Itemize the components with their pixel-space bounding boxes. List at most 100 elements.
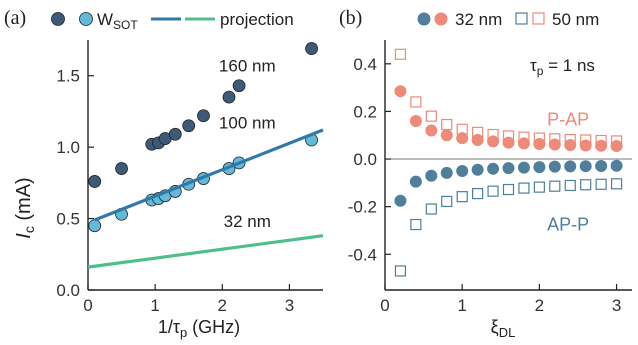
legend-b-32nm-label: 32 nm <box>455 10 502 29</box>
point-50nm_AP-P <box>610 178 623 190</box>
point-50nm_AP-P <box>456 191 468 203</box>
y-tick-label: -0.2 <box>348 198 377 217</box>
point-32nm_P-AP <box>409 114 422 127</box>
point-50nm_P-AP <box>580 134 592 146</box>
point-32nm_P-AP <box>533 138 546 151</box>
projection-line-projection_32nm <box>87 234 324 269</box>
y-tick-label: 1.5 <box>56 67 80 86</box>
x-tick-label: 2 <box>218 296 227 315</box>
legend-b: 32 nm 50 nm <box>417 10 599 29</box>
point-32nm_AP-P <box>502 162 515 175</box>
legend-b-50nm-label: 50 nm <box>552 10 599 29</box>
point-32nm_AP-P <box>610 159 623 172</box>
point-50nm_P-AP <box>472 126 484 138</box>
point-32nm_P-AP <box>471 134 484 146</box>
point-50nm_AP-P <box>487 185 499 197</box>
panel-label-a: (a) <box>4 7 26 29</box>
point-50nm_P-AP <box>610 135 623 147</box>
point-50nm_AP-P <box>533 181 545 193</box>
annotation: 32 nm <box>224 212 271 231</box>
point-dots_160nm <box>182 119 196 133</box>
point-dots_160nm <box>168 127 182 141</box>
plot-a: 0 1 2 3 0.0 0.5 1.0 1.5 160 nm 100 nm 32 nm <box>56 40 324 315</box>
point-dots_100nm <box>88 219 102 233</box>
legend-b-salmon-dot <box>434 12 448 26</box>
point-50nm_P-AP <box>595 134 607 147</box>
point-32nm_AP-P <box>440 166 453 179</box>
point-32nm_AP-P <box>409 175 422 188</box>
y-tick-label: 0.4 <box>353 55 377 74</box>
ylabel-a: Ic (mA) <box>13 177 37 238</box>
point-50nm_P-AP <box>518 131 530 143</box>
point-50nm_AP-P <box>564 179 576 192</box>
point-50nm_P-AP <box>487 128 499 141</box>
plot-b: 0 1 2 3 0.4 0.2 0.0 -0.2 -0.4 P-AP AP-P <box>348 40 632 315</box>
point-32nm_AP-P <box>487 162 500 175</box>
point-32nm_P-AP <box>548 138 561 151</box>
legend-a-wsot-label: WSOT <box>97 10 138 32</box>
point-50nm_P-AP <box>441 118 453 131</box>
annotation: P-AP <box>547 110 589 130</box>
point-50nm_AP-P <box>472 187 484 200</box>
x-tick-label: 0 <box>380 296 389 315</box>
xlabel-b: ξDL <box>491 317 516 340</box>
point-32nm_AP-P <box>595 159 608 172</box>
inset-label-b: τp = 1 ns <box>530 56 595 78</box>
point-32nm_AP-P <box>533 161 546 174</box>
point-50nm_P-AP <box>549 133 561 145</box>
legend-a-light-marker <box>79 12 93 26</box>
point-dots_160nm <box>88 175 102 188</box>
x-tick-label: 3 <box>285 296 294 315</box>
legend-a-projection-label: projection <box>220 10 294 29</box>
legend-b-steel-dot <box>417 12 431 26</box>
projection-line-projection_100nm <box>94 128 324 222</box>
y-tick-label: 0.2 <box>353 102 377 121</box>
point-32nm_P-AP <box>517 137 530 150</box>
x-tick-label: 3 <box>612 296 621 315</box>
x-tick-label: 1 <box>457 296 466 315</box>
point-50nm_P-AP <box>425 110 437 122</box>
point-32nm_AP-P <box>456 164 469 177</box>
y-tick-label: 0.5 <box>56 210 80 229</box>
point-50nm_P-AP <box>564 133 576 146</box>
legend-b-salmon-square <box>532 12 545 25</box>
x-tick-label: 2 <box>535 296 544 315</box>
point-32nm_P-AP <box>487 135 500 148</box>
point-dots_160nm <box>115 162 128 175</box>
point-50nm_P-AP <box>456 123 468 135</box>
point-dots_160nm <box>232 79 246 93</box>
point-32nm_P-AP <box>394 85 407 98</box>
point-50nm_P-AP <box>533 132 545 144</box>
point-50nm_P-AP <box>502 130 515 142</box>
point-50nm_AP-P <box>410 218 422 231</box>
point-50nm_P-AP <box>394 48 407 60</box>
point-50nm_AP-P <box>549 180 561 192</box>
legend-a-dark-marker <box>51 12 65 26</box>
point-32nm_AP-P <box>425 169 438 182</box>
legend-b-steel-square <box>515 12 528 25</box>
point-32nm_P-AP <box>456 132 469 145</box>
y-tick-label: 0.0 <box>56 281 80 300</box>
point-dots_160nm <box>305 42 318 55</box>
y-tick-label: 1.0 <box>56 138 80 157</box>
point-32nm_AP-P <box>471 163 484 176</box>
point-dots_160nm <box>197 109 210 123</box>
x-tick-label: 0 <box>83 296 92 315</box>
point-32nm_P-AP <box>502 136 515 149</box>
point-50nm_AP-P <box>595 178 607 190</box>
annotation: AP-P <box>547 214 589 234</box>
legend-a: WSOT projection <box>51 10 294 32</box>
point-50nm_AP-P <box>394 265 407 277</box>
panel-label-b: (b) <box>339 7 362 29</box>
point-32nm_AP-P <box>394 194 407 207</box>
point-50nm_AP-P <box>580 179 592 191</box>
point-50nm_AP-P <box>518 182 530 194</box>
point-dots_160nm <box>222 90 236 104</box>
annotation: 160 nm <box>219 56 276 75</box>
point-32nm_AP-P <box>548 160 561 173</box>
point-32nm_P-AP <box>425 124 438 137</box>
point-32nm_AP-P <box>517 161 530 174</box>
annotation: 100 nm <box>219 114 276 133</box>
y-tick-label: -0.4 <box>348 245 377 264</box>
